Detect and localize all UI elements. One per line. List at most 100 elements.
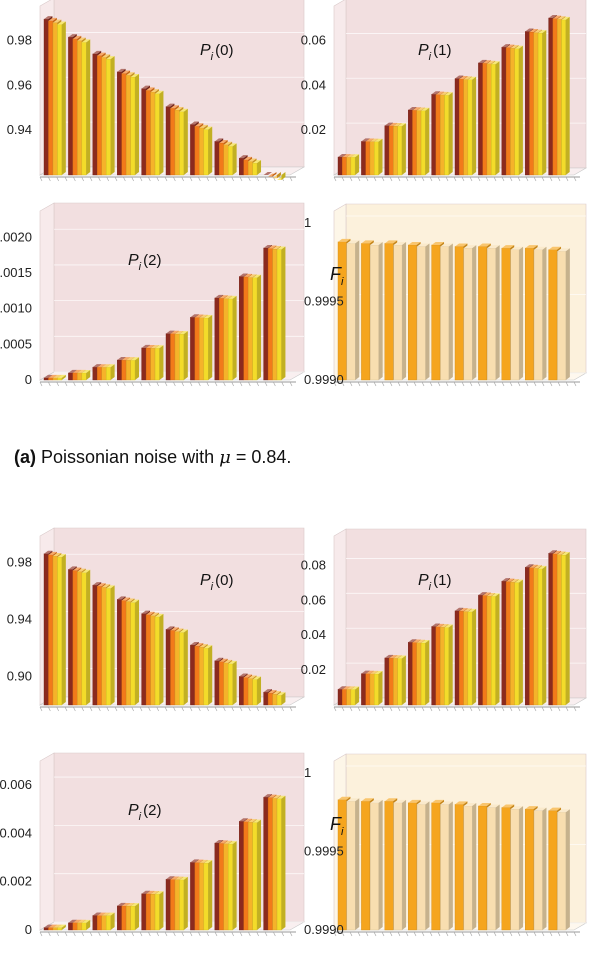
x-tick-mark	[533, 176, 537, 182]
chart-b-p0-svg: 0.90 0.94 0.98 Pi (0)	[7, 527, 306, 712]
x-tick-mark	[421, 931, 425, 937]
x-tick-mark	[206, 381, 209, 387]
bar	[203, 314, 213, 381]
x-tick-mark	[273, 706, 276, 712]
bar	[491, 593, 500, 706]
x-tick-mark	[333, 706, 337, 712]
x-tick-mark	[357, 176, 361, 182]
x-tick-mark	[461, 706, 465, 712]
bar	[154, 345, 164, 381]
x-tick-mark	[453, 706, 457, 712]
chart-side-wall	[39, 202, 55, 381]
panel-label: Pi (0)	[200, 42, 233, 63]
x-tick-mark	[373, 381, 377, 387]
bar	[420, 639, 430, 706]
x-tick-mark	[357, 706, 361, 712]
bar	[203, 860, 213, 931]
bar	[463, 802, 477, 931]
x-tick-mark	[239, 381, 243, 387]
x-tick-mark	[64, 706, 68, 712]
x-tick-mark	[73, 931, 76, 937]
x-tick-mark	[405, 931, 409, 937]
bar	[130, 74, 140, 176]
x-tick-mark	[533, 706, 537, 712]
x-tick-mark	[381, 176, 385, 182]
x-tick-mark	[231, 931, 234, 937]
y-tick-label: 0.0005	[0, 336, 32, 351]
x-tick-mark	[114, 706, 118, 712]
x-tick-mark	[501, 931, 505, 937]
x-tick-mark	[156, 176, 159, 182]
x-tick-mark	[509, 381, 513, 387]
x-tick-mark	[485, 176, 489, 182]
x-tick-mark	[264, 931, 268, 937]
x-tick-mark	[461, 931, 465, 937]
x-tick-mark	[256, 176, 259, 182]
bar	[561, 16, 570, 176]
x-tick-mark	[477, 381, 481, 387]
x-tick-mark	[248, 706, 251, 712]
bar	[393, 799, 407, 931]
x-tick-mark	[565, 931, 569, 937]
bar	[537, 30, 547, 176]
y-tick-label: 0.9995	[304, 294, 344, 309]
x-tick-mark	[123, 931, 126, 937]
x-tick-mark	[493, 381, 497, 387]
y-tick-label: 0.94	[7, 122, 32, 137]
bar	[533, 807, 547, 931]
bar	[130, 903, 140, 931]
bar	[252, 160, 262, 176]
x-tick-mark	[469, 706, 473, 712]
panel-label: Fi	[330, 814, 344, 838]
bar	[467, 76, 477, 176]
x-tick-mark	[477, 176, 481, 182]
x-tick-mark	[198, 706, 201, 712]
x-tick-mark	[493, 706, 497, 712]
panel-label: Pi (1)	[418, 42, 451, 63]
chart-side-wall	[333, 0, 347, 176]
y-tick-label: 0.08	[301, 557, 326, 572]
chart-b-f-svg: 0.9990 0.9995 1 Fi	[304, 753, 588, 937]
panel-label: Pi (2)	[128, 802, 161, 823]
y-tick-label: 0.04	[301, 77, 326, 92]
bar	[510, 246, 524, 381]
bar	[179, 108, 188, 176]
chart-a-p0-svg: 0.94 0.96 0.98 Pi (0)	[7, 0, 306, 182]
bar	[397, 655, 406, 706]
x-tick-mark	[437, 706, 441, 712]
bar	[514, 45, 523, 176]
x-tick-mark	[123, 706, 126, 712]
x-tick-mark	[541, 706, 545, 712]
y-tick-label: 0.96	[7, 77, 32, 92]
bar	[467, 608, 477, 706]
x-tick-mark	[123, 176, 126, 182]
x-tick-mark	[485, 706, 489, 712]
x-tick-mark	[389, 176, 393, 182]
x-tick-mark	[56, 706, 59, 712]
bar	[533, 246, 547, 381]
x-tick-mark	[223, 931, 226, 937]
x-tick-mark	[365, 381, 369, 387]
chart-b-p2-svg: 0 0.002 0.004 0.006 Pi (2)	[0, 752, 306, 937]
chart-a-p1-svg: 0.02 0.04 0.06 Pi (1)	[301, 0, 588, 182]
x-tick-mark	[148, 381, 151, 387]
x-tick-mark	[501, 381, 505, 387]
bar	[370, 799, 383, 931]
x-tick-mark	[181, 706, 184, 712]
x-tick-mark	[405, 706, 409, 712]
x-tick-mark	[73, 381, 76, 387]
x-tick-mark	[206, 706, 209, 712]
bar	[276, 692, 286, 706]
x-tick-mark	[289, 176, 293, 182]
x-tick-mark	[445, 706, 449, 712]
x-tick-mark	[573, 381, 577, 387]
x-tick-mark	[223, 381, 226, 387]
x-tick-mark	[333, 931, 337, 937]
x-tick-mark	[397, 706, 401, 712]
x-tick-mark	[357, 931, 361, 937]
bar	[346, 798, 360, 931]
x-tick-mark	[214, 931, 218, 937]
chart-b-p0: 0.90 0.94 0.98 Pi (0)	[0, 527, 306, 730]
x-tick-mark	[206, 931, 209, 937]
x-tick-mark	[239, 706, 243, 712]
